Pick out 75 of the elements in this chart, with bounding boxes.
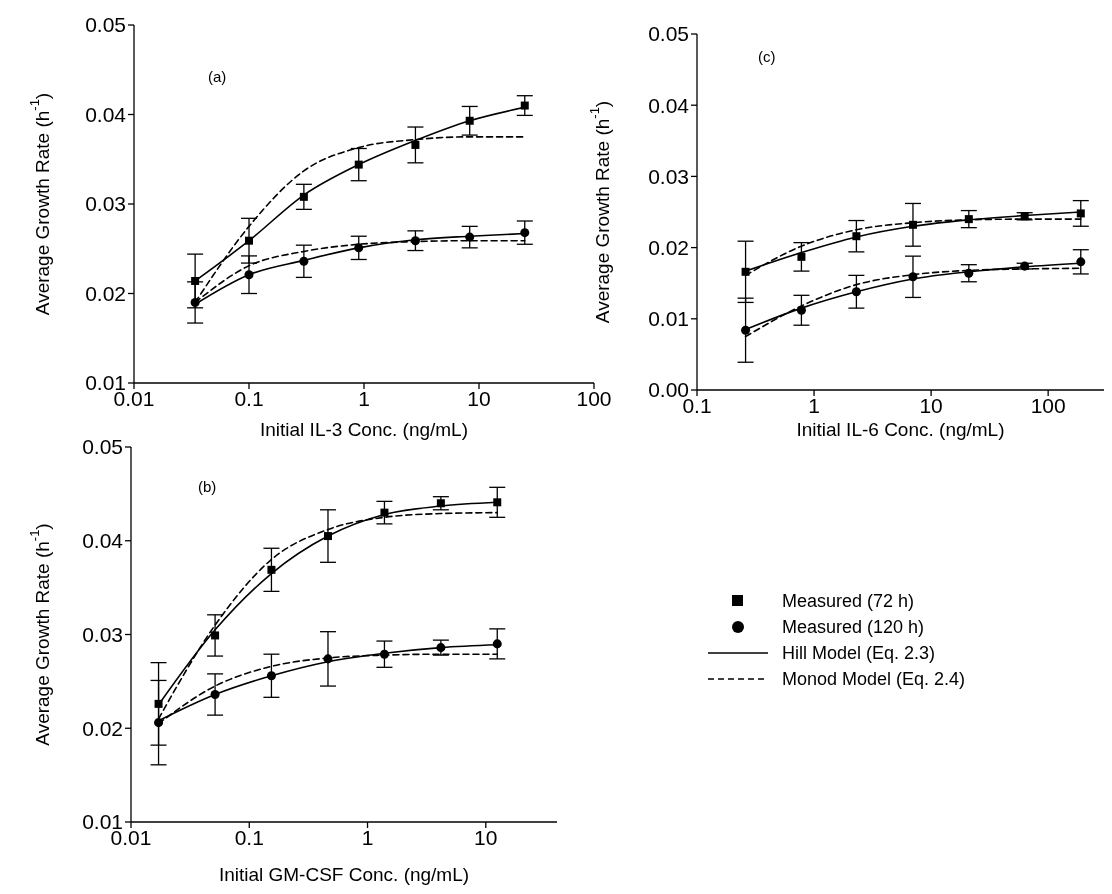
- point: [741, 267, 750, 276]
- point: [267, 565, 276, 574]
- y-tick-label: 0.03: [648, 164, 689, 188]
- point: [323, 532, 332, 541]
- annotation: (a): [208, 68, 227, 85]
- point: [379, 649, 389, 659]
- point: [380, 508, 389, 517]
- point: [299, 256, 309, 266]
- point: [493, 498, 502, 507]
- y-tick-label: 0.03: [82, 622, 123, 646]
- point: [323, 654, 333, 664]
- y-tick-label: 0.04: [85, 102, 127, 126]
- annotation: (c): [758, 48, 776, 65]
- point: [465, 116, 474, 125]
- point: [1076, 209, 1085, 218]
- legend-label: Measured (72 h): [782, 590, 915, 612]
- point: [964, 268, 974, 278]
- x-tick-label: 10: [467, 386, 491, 410]
- point: [191, 276, 200, 285]
- point: [354, 243, 364, 253]
- point: [1076, 257, 1086, 267]
- point: [299, 192, 308, 201]
- point: [1020, 212, 1029, 221]
- point: [210, 689, 220, 700]
- point: [411, 140, 420, 149]
- point: [436, 643, 446, 653]
- point: [190, 297, 200, 307]
- legend-label: Hill Model (Eq. 2.3): [782, 642, 936, 664]
- point: [797, 252, 806, 261]
- point: [851, 287, 861, 297]
- point: [436, 499, 445, 508]
- y-tick-label: 0.01: [648, 307, 689, 331]
- legend-label: Measured (120 h): [782, 616, 925, 638]
- point: [908, 272, 918, 282]
- x-tick-label: 1: [808, 393, 820, 417]
- x-tick-label: 1: [361, 825, 374, 849]
- point: [520, 228, 530, 238]
- point: [266, 671, 276, 681]
- point: [410, 236, 420, 246]
- point: [741, 325, 751, 335]
- point: [465, 232, 475, 242]
- legend-label: Monod Model (Eq. 2.4): [782, 668, 966, 690]
- point: [852, 232, 861, 241]
- y-tick-label: 0.04: [648, 93, 690, 117]
- point: [492, 639, 502, 649]
- x-tick-label: 0.1: [234, 386, 264, 410]
- x-axis-title: Initial GM-CSF Conc. (ng/mL): [218, 864, 470, 885]
- y-tick-label: 0.03: [85, 192, 126, 216]
- annotation: (b): [198, 478, 217, 495]
- y-tick-label: 0.02: [648, 236, 689, 260]
- y-tick-label: 0.02: [85, 281, 126, 305]
- x-tick-label: 0.1: [234, 825, 264, 849]
- y-tick-label: 0.05: [85, 13, 126, 37]
- point: [211, 631, 220, 640]
- y-tick-label: 0.04: [82, 529, 124, 553]
- x-axis-title: Initial IL-3 Conc. (ng/mL): [259, 419, 469, 440]
- x-axis-title: Initial IL-6 Conc. (ng/mL): [796, 419, 1005, 440]
- x-tick-label: 10: [919, 393, 943, 417]
- point: [354, 160, 363, 169]
- x-tick-label: 1: [358, 386, 370, 410]
- point: [964, 215, 973, 224]
- point: [154, 699, 163, 708]
- y-tick-label: 0.05: [82, 435, 123, 459]
- point: [520, 101, 529, 110]
- point: [796, 305, 806, 315]
- point: [154, 718, 164, 728]
- point: [245, 236, 253, 245]
- x-tick-label: 100: [1030, 393, 1066, 417]
- point: [1020, 261, 1030, 271]
- x-tick-label: 10: [474, 825, 498, 849]
- x-tick-label: 100: [576, 386, 612, 410]
- y-tick-label: 0.05: [648, 22, 689, 46]
- y-tick-label: 0.02: [82, 716, 123, 740]
- point: [908, 220, 917, 229]
- point: [244, 270, 254, 280]
